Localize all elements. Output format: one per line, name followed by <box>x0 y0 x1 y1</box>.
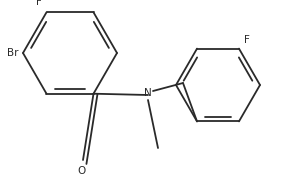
Text: Br: Br <box>6 48 18 58</box>
Text: F: F <box>36 0 42 7</box>
Text: N: N <box>144 88 152 98</box>
Text: F: F <box>244 35 250 45</box>
Text: O: O <box>77 166 85 176</box>
